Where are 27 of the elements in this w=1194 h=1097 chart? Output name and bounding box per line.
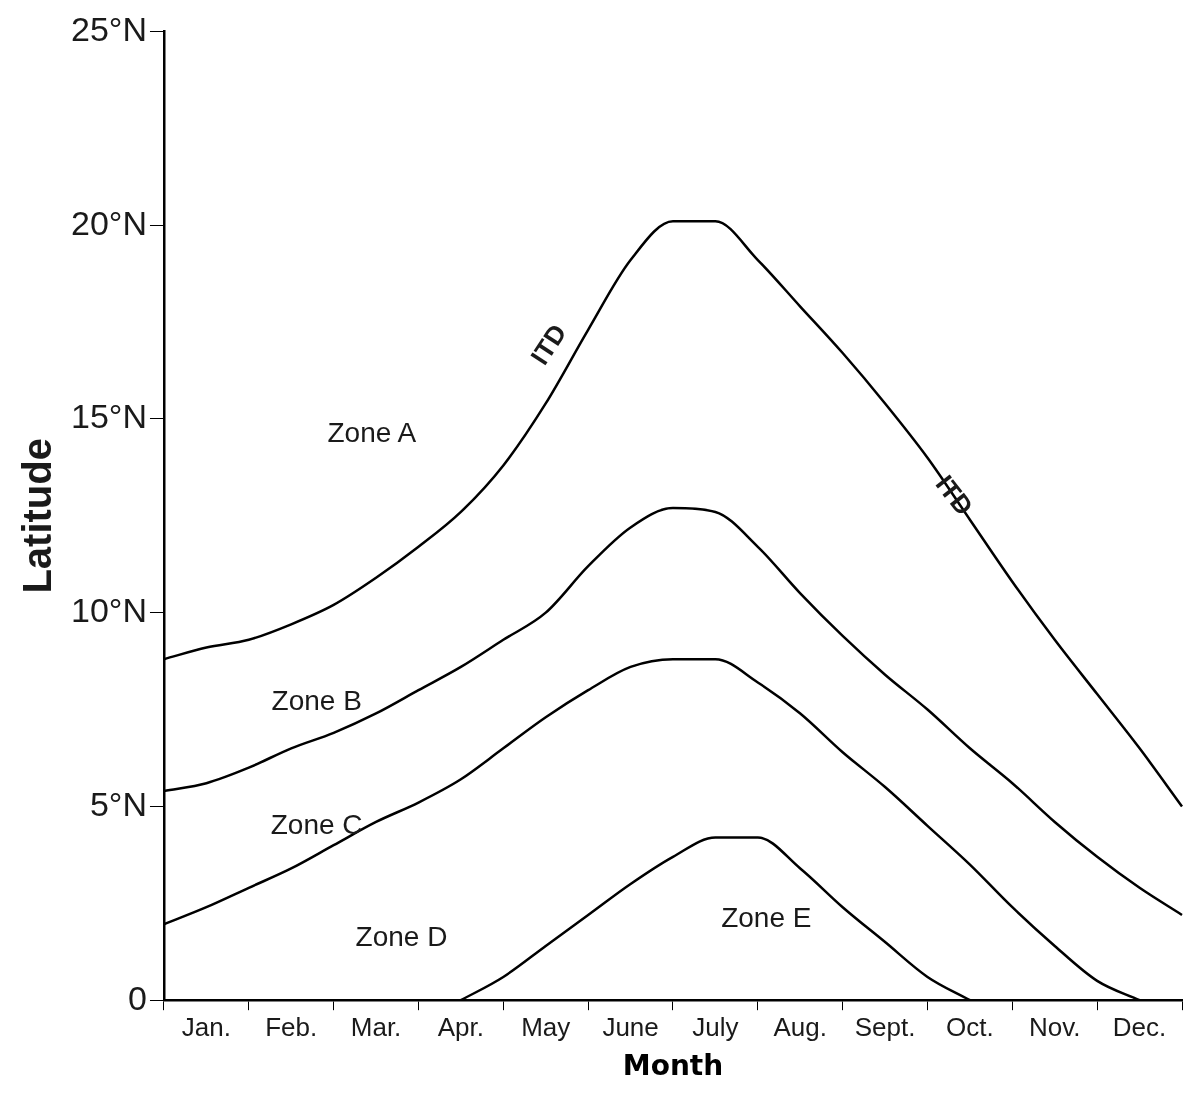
x-tick-label: July	[692, 1011, 739, 1042]
y-axis-title: Latitude	[15, 438, 60, 594]
x-tick-label: Oct.	[946, 1011, 994, 1042]
y-tick-label: 20°N	[71, 203, 147, 242]
annotation: Zone A	[327, 417, 417, 449]
annotation: ITD	[929, 469, 980, 522]
annotation: Zone D	[355, 920, 448, 952]
x-tick-label: Sept.	[854, 1011, 916, 1042]
annotation: Zone B	[271, 684, 362, 716]
x-tick-label: Apr.	[437, 1011, 485, 1042]
x-tick-label: Dec.	[1112, 1011, 1167, 1042]
y-tick-label: 25°N	[71, 9, 147, 48]
x-tick-label: May	[521, 1011, 571, 1042]
annotation: Zone E	[721, 901, 812, 933]
y-tick-label: 0	[128, 978, 147, 1017]
x-tick-label: Jan.	[181, 1011, 231, 1042]
annotation: ITD	[524, 318, 573, 371]
annotation: Zone C	[270, 808, 363, 840]
x-tick-label: Aug.	[773, 1011, 827, 1042]
x-tick-label: Mar.	[350, 1011, 402, 1042]
y-tick-label: 5°N	[89, 784, 147, 823]
x-tick-label: Feb.	[265, 1011, 318, 1042]
y-tick-label: 10°N	[71, 591, 147, 630]
x-axis-title: Month	[622, 1049, 724, 1083]
x-tick-label: Nov.	[1028, 1011, 1081, 1042]
y-tick-label: 15°N	[71, 397, 147, 436]
x-tick-label: June	[602, 1011, 659, 1042]
